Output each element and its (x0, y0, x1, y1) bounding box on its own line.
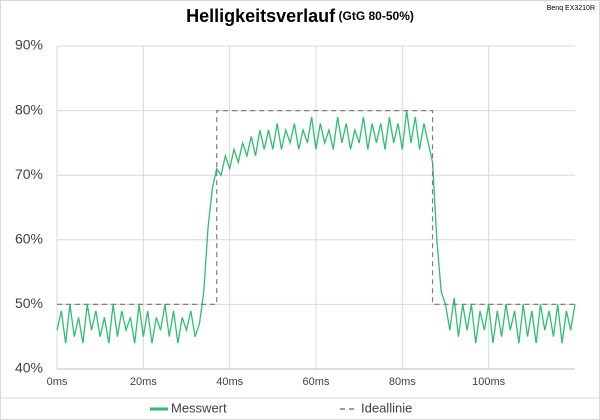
legend-label: Messwert (171, 400, 227, 415)
x-tick-label: 80ms (389, 376, 416, 388)
legend-label: Ideallinie (361, 400, 412, 415)
y-tick-label: 80% (15, 101, 43, 117)
x-tick-label: 60ms (303, 376, 330, 388)
chart-title-group: Helligkeitsverlauf (GtG 80-50%) (186, 6, 414, 26)
y-tick-label: 90% (15, 37, 43, 53)
x-tick-label: 20ms (130, 376, 157, 388)
annotation: Benq EX3210R (547, 5, 595, 12)
series-line (57, 110, 575, 305)
y-tick-label: 60% (15, 231, 43, 247)
chart-title: Helligkeitsverlauf (186, 6, 336, 26)
y-tick-label: 40% (15, 360, 43, 376)
x-tick-label: 100ms (472, 376, 506, 388)
chart-subtitle: (GtG 80-50%) (339, 9, 414, 23)
x-tick-label: 40ms (216, 376, 243, 388)
y-tick-label: 50% (15, 295, 43, 311)
x-tick-label: 0ms (47, 376, 68, 388)
y-tick-label: 70% (15, 166, 43, 182)
